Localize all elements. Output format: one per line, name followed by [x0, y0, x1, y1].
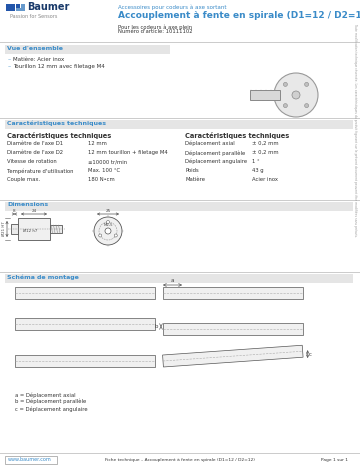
Text: www.baumer.com: www.baumer.com: [8, 457, 52, 462]
Bar: [15, 287, 155, 299]
Text: a: a: [170, 279, 174, 283]
Text: 1 °: 1 °: [252, 159, 260, 164]
Text: Diamètre de l'axe D1: Diamètre de l'axe D1: [7, 141, 63, 146]
Text: 12 mm: 12 mm: [88, 141, 107, 146]
Text: c: c: [309, 352, 312, 356]
Text: a = Déplacement axial: a = Déplacement axial: [15, 392, 76, 397]
Text: b = Déplacement parallèle: b = Déplacement parallèle: [15, 399, 86, 404]
Bar: [16, 8, 25, 11]
Text: 24: 24: [31, 208, 37, 212]
Text: 8: 8: [13, 208, 16, 212]
Circle shape: [283, 82, 287, 86]
Text: Température d'utilisation: Température d'utilisation: [7, 168, 73, 173]
Bar: [163, 345, 303, 367]
Text: Poids: Poids: [185, 168, 199, 173]
Bar: [15, 318, 155, 330]
Text: Accessoires pour codeurs à axe sortant: Accessoires pour codeurs à axe sortant: [118, 5, 226, 11]
Bar: [5, 456, 57, 464]
Text: –: –: [8, 57, 11, 62]
Text: Ø21 H7: Ø21 H7: [2, 222, 6, 236]
Circle shape: [305, 103, 309, 108]
Text: Schéma de montage: Schéma de montage: [7, 274, 79, 280]
Text: Déplacement parallèle: Déplacement parallèle: [185, 150, 245, 156]
Circle shape: [107, 220, 109, 224]
Text: Ø12 h7: Ø12 h7: [23, 229, 37, 233]
Bar: [0, 272, 360, 273]
Text: Caractéristiques techniques: Caractéristiques techniques: [7, 132, 111, 139]
Text: Accouplement à fente en spirale (D1=12 / D2=12): Accouplement à fente en spirale (D1=12 /…: [118, 11, 360, 20]
Circle shape: [283, 103, 287, 108]
Bar: [250, 90, 280, 100]
Circle shape: [292, 91, 300, 99]
Text: Matière: Acier inox: Matière: Acier inox: [13, 57, 64, 62]
Text: Baumer: Baumer: [27, 2, 69, 12]
Text: Numéro d'article: 10111102: Numéro d'article: 10111102: [118, 29, 193, 34]
Text: Caractéristiques techniques: Caractéristiques techniques: [185, 132, 289, 139]
Circle shape: [99, 234, 102, 237]
Text: Diamètre de l'axe D2: Diamètre de l'axe D2: [7, 150, 63, 155]
Bar: [50, 225, 62, 233]
Text: Vue d'ensemble: Vue d'ensemble: [7, 46, 63, 50]
Text: Vitesse de rotation: Vitesse de rotation: [7, 159, 57, 164]
Bar: [6, 4, 15, 11]
Bar: [18, 218, 50, 240]
Text: Page 1 sur 1: Page 1 sur 1: [321, 458, 348, 462]
Text: Pour les codeurs à axe plein: Pour les codeurs à axe plein: [118, 24, 192, 29]
Text: Max. 100 °C: Max. 100 °C: [88, 168, 120, 173]
Circle shape: [274, 73, 318, 117]
Text: 12 mm tourillon + filetage M4: 12 mm tourillon + filetage M4: [88, 150, 168, 155]
Text: Couple max.: Couple max.: [7, 177, 40, 182]
Text: ≤10000 tr/min: ≤10000 tr/min: [88, 159, 127, 164]
Text: Matière: Matière: [185, 177, 205, 182]
Bar: [5, 120, 353, 129]
Circle shape: [114, 234, 117, 237]
Text: Déplacement angulaire: Déplacement angulaire: [185, 159, 247, 164]
Text: –: –: [8, 64, 11, 69]
Circle shape: [105, 228, 111, 234]
Bar: [11, 224, 18, 234]
Text: ± 0,2 mm: ± 0,2 mm: [252, 150, 279, 155]
Bar: [15, 355, 155, 367]
Text: Caractéristiques techniques: Caractéristiques techniques: [7, 121, 106, 126]
Text: c = Déplacement angulaire: c = Déplacement angulaire: [15, 406, 87, 411]
Bar: [16, 4, 20, 11]
Bar: [163, 287, 303, 299]
Bar: [163, 323, 303, 335]
Bar: [5, 45, 170, 54]
Circle shape: [305, 82, 309, 86]
Text: 43 g: 43 g: [252, 168, 264, 173]
Bar: [5, 202, 353, 211]
Circle shape: [94, 217, 122, 245]
Text: ± 0,2 mm: ± 0,2 mm: [252, 141, 279, 146]
Text: b: b: [154, 324, 158, 329]
Text: M2,5: M2,5: [103, 223, 113, 227]
Text: Acier inox: Acier inox: [252, 177, 278, 182]
Text: Passion for Sensors: Passion for Sensors: [10, 14, 57, 19]
Text: 25: 25: [105, 208, 111, 212]
Text: Toute modification technique réservée. Les caractéristiques du produit figurant : Toute modification technique réservée. L…: [353, 23, 357, 237]
Text: Déplacement axial: Déplacement axial: [185, 141, 235, 146]
Bar: [21, 4, 25, 11]
Text: 180 N•cm: 180 N•cm: [88, 177, 115, 182]
Text: Dimensions: Dimensions: [7, 203, 48, 207]
Bar: [0, 0, 360, 42]
Bar: [5, 274, 353, 283]
Text: Tourillon 12 mm avec filetage M4: Tourillon 12 mm avec filetage M4: [13, 64, 105, 69]
Text: Fiche technique – Accouplement à fente en spirale (D1=12 / D2=12): Fiche technique – Accouplement à fente e…: [105, 458, 255, 462]
